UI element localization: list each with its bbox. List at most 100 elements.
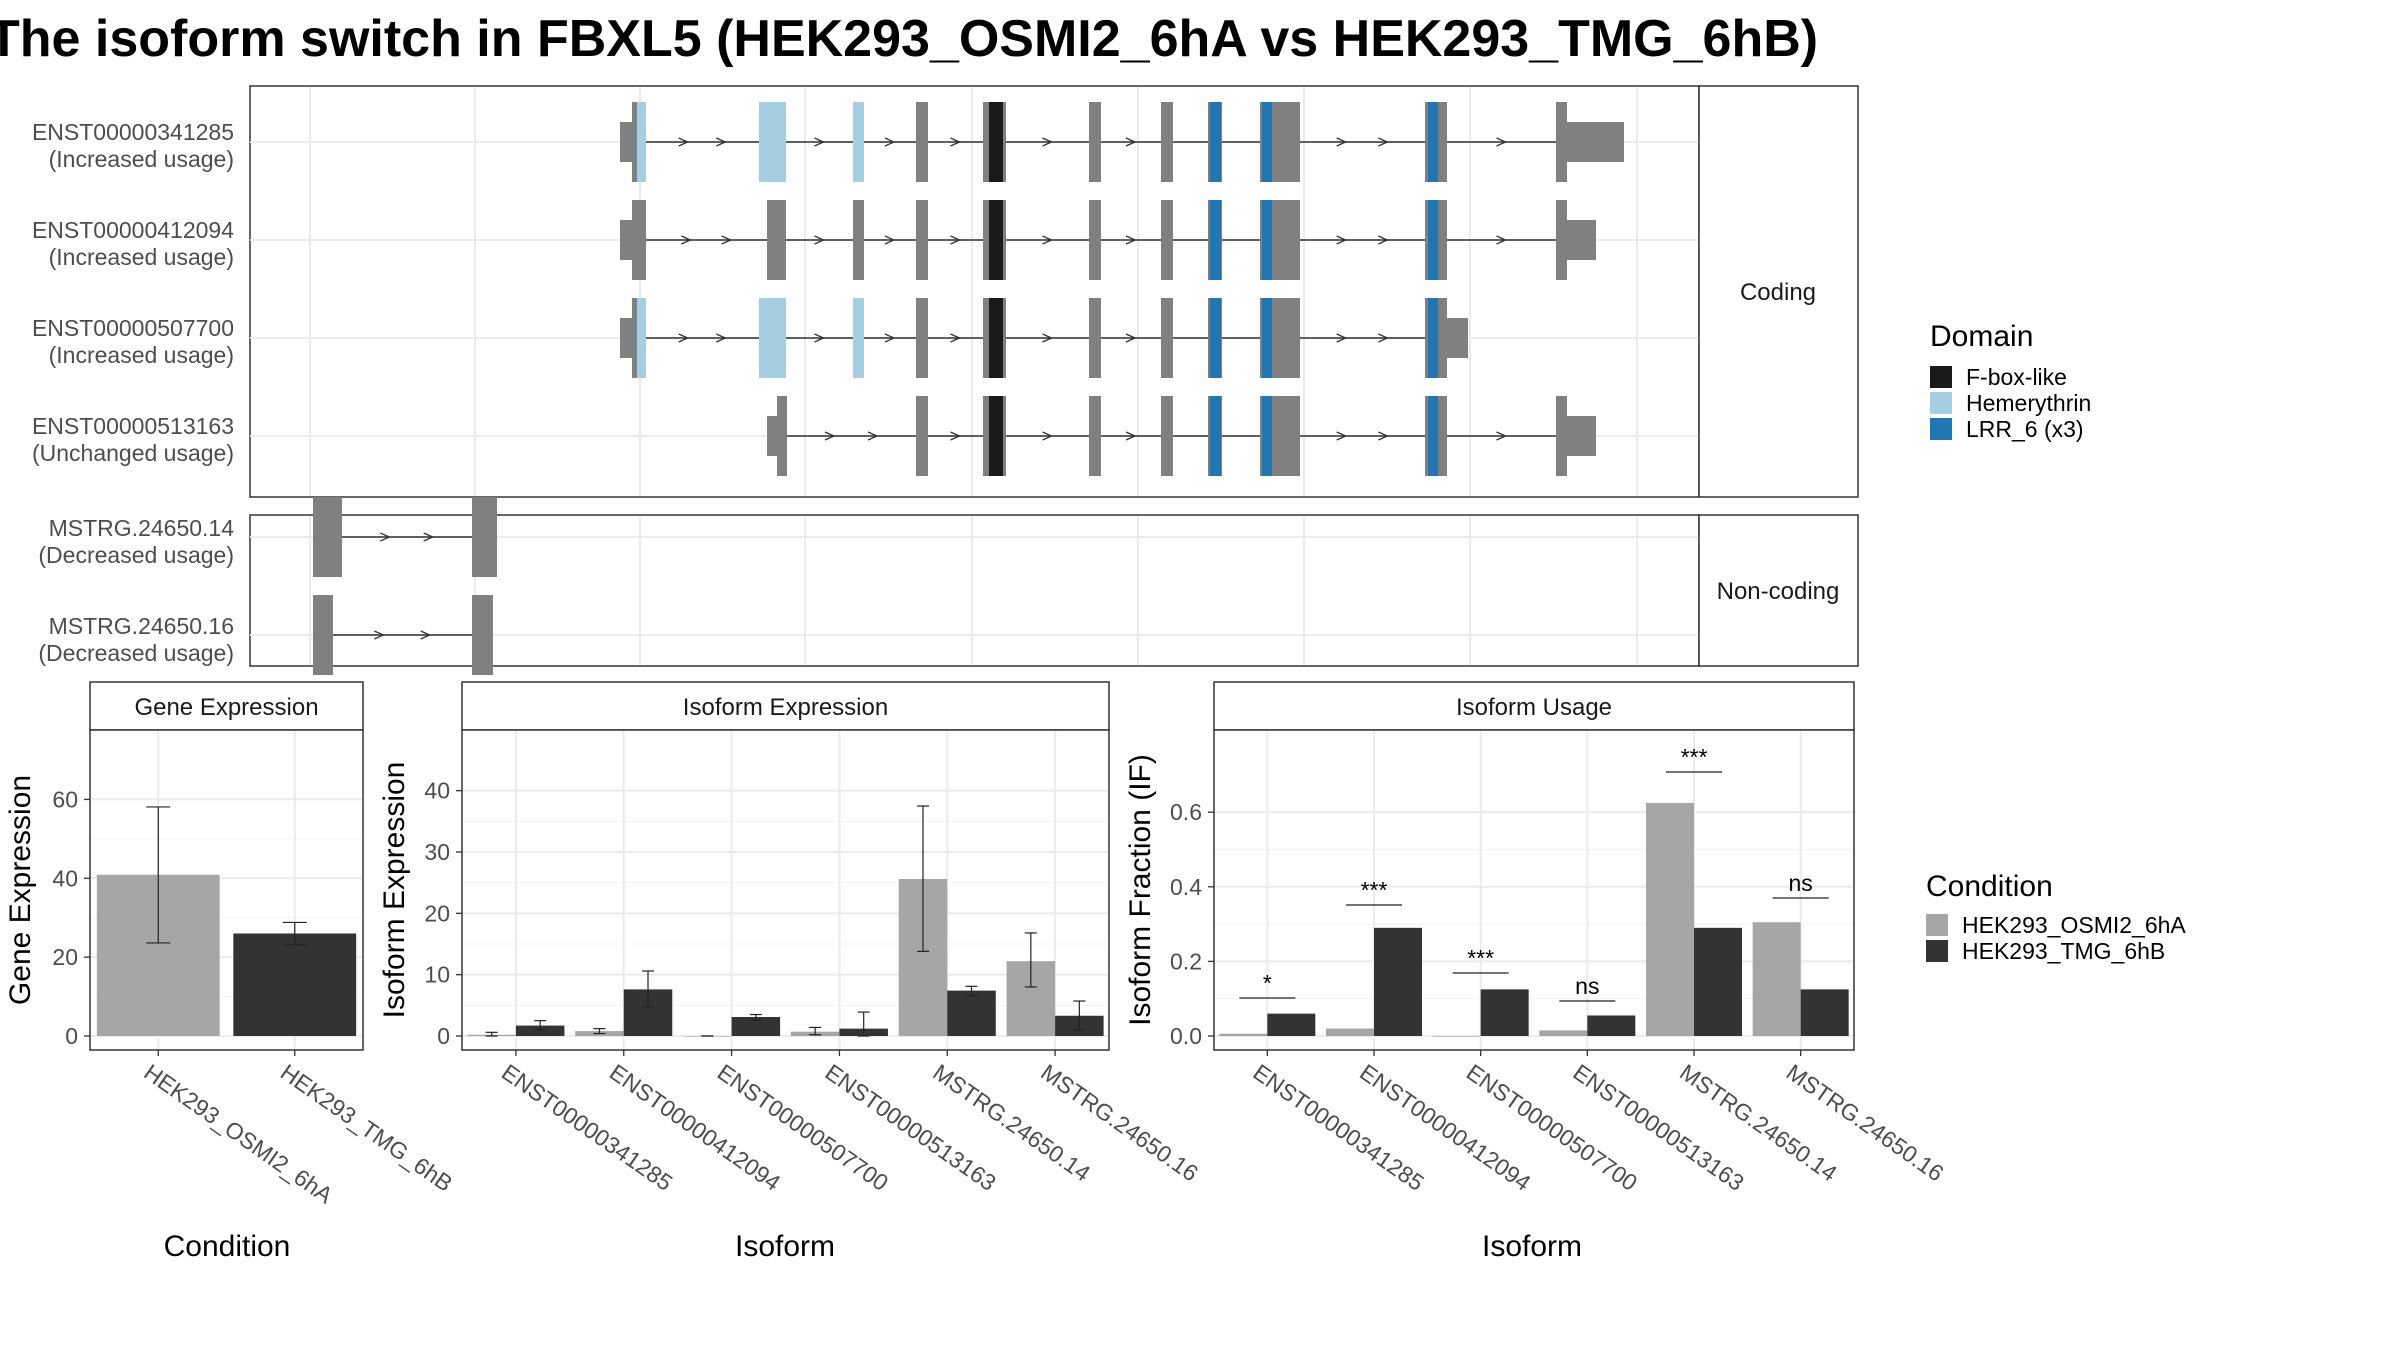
transcript-id-label: MSTRG.24650.16 xyxy=(49,613,234,639)
significance-label: *** xyxy=(1361,877,1388,903)
hemerythrin-domain xyxy=(853,102,864,182)
transcript-id-label: ENST00000513163 xyxy=(32,413,234,439)
transcript-usage-label: (Increased usage) xyxy=(49,244,234,270)
coding-exon xyxy=(1089,396,1101,476)
coding-exon xyxy=(313,497,342,577)
plot-background xyxy=(462,730,1109,1050)
y-tick-label: 0.0 xyxy=(1170,1023,1202,1049)
transcript-labels: ENST00000341285 (Increased usage) ENST00… xyxy=(32,119,234,666)
utr-exon xyxy=(1567,122,1624,162)
transcript-track xyxy=(767,396,1596,476)
fbox-domain xyxy=(989,298,1003,378)
direction-arrow xyxy=(716,137,727,147)
utr-exon xyxy=(767,416,777,456)
direction-arrow xyxy=(1496,235,1508,245)
transcript-usage-label: (Decreased usage) xyxy=(38,640,234,666)
direction-arrow xyxy=(950,137,962,147)
utr-exon xyxy=(1567,220,1596,260)
utr-exon xyxy=(620,318,632,358)
coding-exon xyxy=(1161,396,1173,476)
coding-exon xyxy=(1089,200,1101,280)
direction-arrow xyxy=(1336,137,1348,147)
panel-title: Gene Expression xyxy=(134,694,318,721)
lrr-domain xyxy=(1262,396,1272,476)
direction-arrow xyxy=(721,235,733,245)
significance-label: * xyxy=(1263,970,1272,996)
y-tick-label: 30 xyxy=(424,839,450,865)
direction-arrow xyxy=(681,235,692,245)
figure-title: The isoform switch in FBXL5 (HEK293_OSMI… xyxy=(0,10,1818,68)
significance-label: ns xyxy=(1575,973,1599,999)
direction-arrow xyxy=(1042,235,1054,245)
bar xyxy=(947,990,996,1036)
coding-exon xyxy=(632,200,646,280)
y-tick-label: 0 xyxy=(65,1023,78,1049)
hemerythrin-domain xyxy=(759,298,786,378)
plot-background xyxy=(1214,730,1854,1050)
lrr-domain xyxy=(1210,298,1221,378)
bar xyxy=(1587,1015,1636,1036)
legend-key-swatch xyxy=(1930,418,1952,440)
hemerythrin-domain xyxy=(637,298,646,378)
coding-exon xyxy=(1161,298,1173,378)
utr-exon xyxy=(620,220,632,260)
direction-arrow xyxy=(1125,333,1137,343)
direction-arrow xyxy=(1125,235,1137,245)
bar xyxy=(1539,1030,1588,1036)
panel-border xyxy=(1213,729,1855,1051)
lrr-domain xyxy=(1210,102,1221,182)
transcript-track xyxy=(620,102,1624,182)
transcript-usage-label: (Decreased usage) xyxy=(38,542,234,568)
fbox-domain xyxy=(989,396,1003,476)
structure-coding-panel: Coding xyxy=(249,85,1859,498)
y-axis-title: Gene Expression xyxy=(4,775,37,1005)
panel-border xyxy=(89,729,364,1051)
direction-arrow xyxy=(824,431,836,441)
legend-key-swatch xyxy=(1930,392,1952,414)
direction-arrow xyxy=(1378,333,1389,343)
coding-exon xyxy=(916,396,928,476)
transcript-id-label: ENST00000507700 xyxy=(32,315,234,341)
bar xyxy=(515,1025,565,1036)
direction-arrow xyxy=(1125,431,1137,441)
lrr-domain xyxy=(1210,200,1221,280)
hemerythrin-domain xyxy=(853,298,864,378)
y-tick-label: 0.2 xyxy=(1170,948,1202,974)
legend-key-swatch xyxy=(1926,940,1948,962)
x-tick-label: ENST00000412094 xyxy=(1355,1059,1536,1196)
panel-title: Isoform Expression xyxy=(683,694,888,721)
utr-exon xyxy=(620,122,632,162)
legend-key-swatch xyxy=(1930,366,1952,388)
transcript-track xyxy=(313,497,497,577)
utr-exon xyxy=(1567,416,1596,456)
direction-arrow xyxy=(380,532,391,542)
utr-exon xyxy=(1447,318,1468,358)
bar xyxy=(1326,1028,1374,1036)
direction-arrow xyxy=(867,431,879,441)
direction-arrow xyxy=(1496,137,1508,147)
direction-arrow xyxy=(814,137,826,147)
coding-exon xyxy=(777,396,787,476)
direction-arrow xyxy=(950,333,962,343)
isoform-expression-chart: Isoform Expression010203040ENST000003412… xyxy=(378,681,1203,1263)
bar xyxy=(1800,989,1849,1036)
isoform-usage-chart: Isoform Usage*******ns***ns0.00.20.40.6E… xyxy=(1124,681,1949,1263)
x-tick-label: ENST00000507700 xyxy=(1462,1059,1642,1196)
transcript-id-label: ENST00000412094 xyxy=(32,217,234,243)
direction-arrow xyxy=(1125,137,1137,147)
bar xyxy=(233,933,357,1036)
y-tick-label: 0 xyxy=(437,1023,450,1049)
significance-label: *** xyxy=(1467,945,1494,971)
significance-label: *** xyxy=(1681,744,1708,770)
direction-arrow xyxy=(1042,333,1054,343)
transcript-usage-label: (Increased usage) xyxy=(49,146,234,172)
coding-strip-label: Coding xyxy=(1740,279,1816,306)
transcript-track xyxy=(620,200,1596,280)
y-tick-label: 20 xyxy=(424,900,450,926)
panel-strip xyxy=(1213,681,1855,731)
x-axis-title: Isoform xyxy=(735,1230,835,1263)
bar xyxy=(1752,922,1801,1036)
direction-arrow xyxy=(678,137,690,147)
